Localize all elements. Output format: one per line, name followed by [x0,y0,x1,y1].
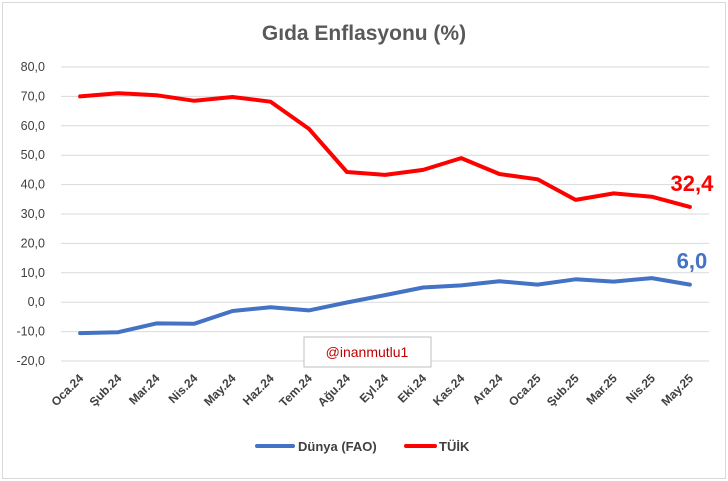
x-tick-label: Oca.24 [48,371,86,409]
y-tick-label: 50,0 [21,148,45,162]
legend-label: Dünya (FAO) [298,439,377,454]
chart-title: Gıda Enflasyonu (%) [262,22,466,45]
watermark-text: @inanmutlu1 [326,344,409,360]
series-line-tuik [78,91,692,209]
x-tick-label: Ara.24 [470,371,506,407]
x-tick-label: Eki.24 [395,371,430,406]
y-tick-label: 0,0 [28,295,45,309]
gridlines [61,66,709,362]
x-tick-label: Kas.24 [430,371,467,408]
x-tick-label: Oca.25 [506,371,544,409]
y-tick-label: 40,0 [21,178,45,192]
y-tick-label: 60,0 [21,119,45,133]
x-axis-ticks: Oca.24 Şub.24 Mar.24 Nis.24 May.24 Haz.24 Tem.… [48,371,696,410]
y-tick-label: 30,0 [21,207,45,221]
y-tick-label: 70,0 [21,89,45,103]
x-tick-label: Mar.25 [584,371,621,408]
y-tick-label: -20,0 [17,354,46,368]
x-tick-label: Nis.24 [166,371,201,406]
series-lines [78,91,692,336]
x-tick-label: Eyl.24 [357,371,392,406]
end-label-tuik: 32,4 [671,171,715,196]
watermark: @inanmutlu1 [303,336,432,368]
x-tick-label: Tem.24 [276,371,315,410]
food-inflation-line-chart: Gıda Enflasyonu (%) 80,0 70,0 60,0 50,0 40,0… [17,22,715,454]
series-end-labels: 6,0 32,4 [671,171,715,274]
x-tick-label: Şub.25 [544,371,582,409]
x-tick-label: May.24 [201,371,239,409]
y-tick-label: -10,0 [17,325,46,339]
watermark-box [303,336,432,368]
x-tick-label: May.25 [658,371,696,409]
end-label-dunya-fao: 6,0 [677,249,708,274]
y-tick-label: 10,0 [21,266,45,280]
legend-label: TÜİK [439,439,470,454]
y-tick-label: 20,0 [21,236,45,250]
y-tick-label: 80,0 [21,60,45,74]
legend: Dünya (FAO) TÜİK [255,439,470,454]
series-line-dunya-fao [78,276,692,336]
y-axis-ticks: 80,0 70,0 60,0 50,0 40,0 30,0 20,0 10,0 0,0 -10,0… [17,60,46,368]
x-tick-label: Nis.25 [623,371,658,406]
x-tick-label: Şub.24 [87,371,125,409]
x-tick-label: Mar.24 [126,371,163,408]
x-tick-label: Haz.24 [240,371,277,408]
x-tick-label: Ağu.24 [315,371,353,409]
